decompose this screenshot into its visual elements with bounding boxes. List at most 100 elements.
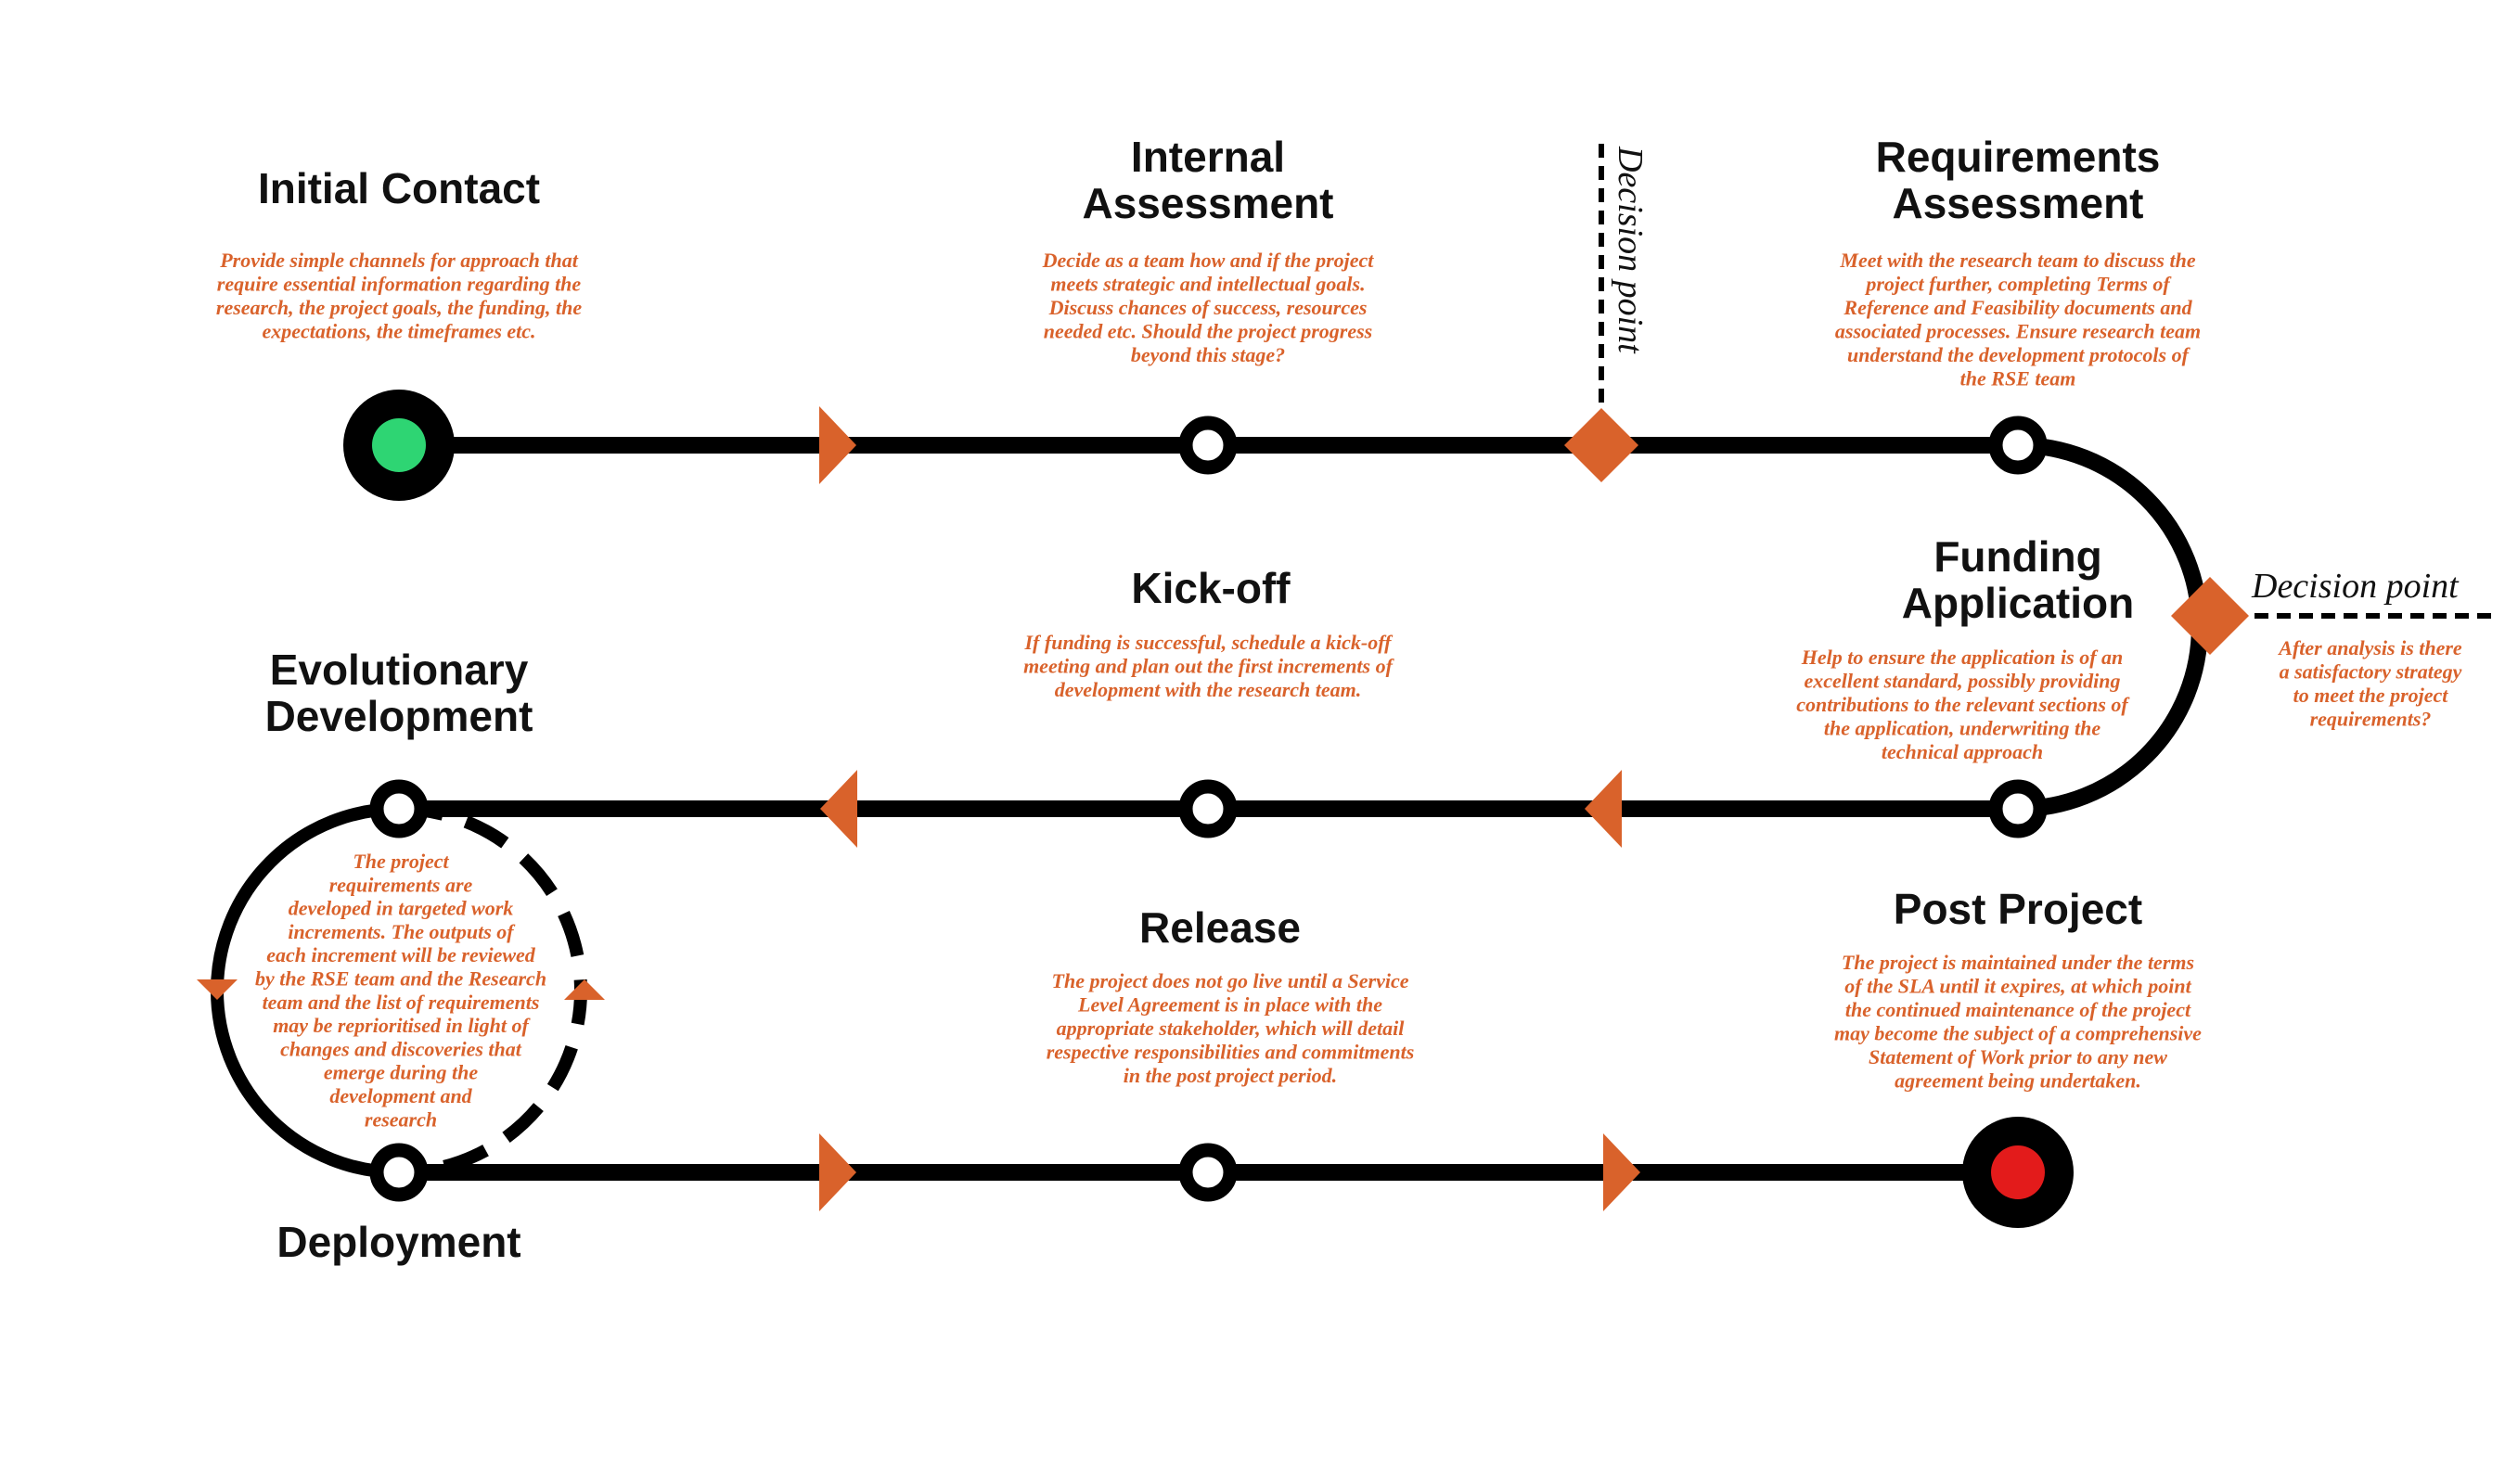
station-release	[1178, 1143, 1238, 1202]
title-initial-contact: Initial Contact	[258, 164, 540, 212]
description-internal-assessment-line: Decide as a team how and if the project	[1042, 249, 1375, 272]
decision-right-label: Decision point	[2251, 567, 2460, 606]
description-evolutionary-development-line: changes and discoveries that	[280, 1037, 522, 1060]
title-funding-application-line: Funding	[1933, 532, 2101, 581]
description-release-line: in the post project period.	[1124, 1064, 1337, 1087]
title-deployment: Deployment	[276, 1218, 520, 1266]
arrow-right-icon	[819, 406, 856, 484]
station-kick-off	[1178, 779, 1238, 838]
description-evolutionary-development-line: emerge during the	[324, 1061, 478, 1084]
arrow-down-icon	[197, 979, 238, 1000]
title-funding-application-line: Application	[1902, 579, 2134, 627]
description-requirements-assessment-line: Meet with the research team to discuss t…	[1839, 249, 2195, 272]
stations	[343, 390, 2074, 1228]
description-requirements-assessment-line: project further, completing Terms of	[1864, 273, 2172, 296]
start-dot	[372, 418, 426, 472]
description-evolutionary-development-line: each increment will be reviewed	[266, 943, 536, 966]
title-evolutionary-development-line: Evolutionary	[270, 646, 529, 694]
description-evolutionary-development-line: The project	[353, 850, 449, 873]
description-release-line: Level Agreement is in place with the	[1077, 993, 1382, 1017]
description-evolutionary-development-line: increments. The outputs of	[288, 920, 516, 943]
title-requirements-assessment-line: Assessment	[1892, 179, 2143, 227]
description-evolutionary-development-line: may be reprioritised in light of	[273, 1014, 531, 1037]
title-requirements-assessment: Requirements Assessment	[1876, 133, 2161, 227]
title-deployment-line: Deployment	[276, 1218, 520, 1266]
description-release: The project does not go live until a Ser…	[1047, 969, 1415, 1087]
description-post-project: The project is maintained under the term…	[1834, 951, 2202, 1093]
description-post-project-line: agreement being undertaken.	[1895, 1069, 2141, 1093]
description-initial-contact-line: research, the project goals, the funding…	[216, 296, 582, 319]
description-evolutionary-development-line: development and	[329, 1084, 472, 1107]
track-right-curve	[2017, 437, 2208, 817]
decision-diamond-icon	[2171, 577, 2249, 655]
decision-top-label: Decision point	[1611, 146, 1650, 354]
title-internal-assessment-line: Assessment	[1082, 179, 1333, 227]
arrow-left-icon	[1585, 770, 1622, 848]
arrow-right-icon	[1603, 1133, 1640, 1211]
description-evolutionary-development-line: research	[365, 1107, 437, 1131]
decision-right-description-line: After analysis is there	[2277, 636, 2462, 659]
arrow-up-icon	[564, 979, 605, 1000]
description-release-line: appropriate stakeholder, which will deta…	[1057, 1017, 1406, 1040]
description-evolutionary-development-line: by the RSE team and the Research	[255, 967, 546, 991]
station-internal-assessment	[1178, 416, 1238, 475]
description-evolutionary-development-line: developed in targeted work	[289, 897, 514, 920]
description-internal-assessment-line: beyond this stage?	[1131, 343, 1285, 366]
station-deployment	[369, 1143, 429, 1202]
description-funding-application: Help to ensure the application is of an e…	[1796, 646, 2130, 763]
description-initial-contact-line: Provide simple channels for approach tha…	[219, 249, 579, 272]
description-kick-off-line: development with the research team.	[1055, 678, 1362, 701]
description-internal-assessment: Decide as a team how and if the project m…	[1042, 249, 1375, 366]
labels: Initial Contact Provide simple channels f…	[216, 133, 2462, 1266]
title-requirements-assessment-line: Requirements	[1876, 133, 2161, 181]
description-post-project-line: the continued maintenance of the project	[1845, 998, 2191, 1021]
title-kick-off-line: Kick-off	[1131, 564, 1291, 612]
description-evolutionary-development: The project requirements are developed in …	[255, 850, 546, 1131]
description-release-line: The project does not go live until a Ser…	[1052, 969, 1409, 992]
arrow-left-icon	[820, 770, 857, 848]
title-funding-application: Funding Application	[1902, 532, 2134, 627]
decision-right-description: After analysis is there a satisfactory st…	[2277, 636, 2462, 731]
description-kick-off-line: meeting and plan out the first increment…	[1023, 655, 1395, 678]
description-post-project-line: of the SLA until it expires, at which po…	[1844, 975, 2191, 998]
title-evolutionary-development-line: Development	[265, 692, 533, 740]
decision-right-description-line: to meet the project	[2293, 684, 2449, 707]
description-funding-application-line: Help to ensure the application is of an	[1801, 646, 2124, 669]
decision-right-description-line: a satisfactory strategy	[2280, 660, 2462, 684]
end-dot	[1991, 1145, 2045, 1199]
station-requirements-assessment	[1988, 416, 2048, 475]
description-initial-contact: Provide simple channels for approach tha…	[216, 249, 582, 343]
description-release-line: respective responsibilities and commitme…	[1047, 1041, 1415, 1064]
description-funding-application-line: excellent standard, possibly providing	[1805, 670, 2121, 693]
title-initial-contact-line: Initial Contact	[258, 164, 540, 212]
description-funding-application-line: contributions to the relevant sections o…	[1796, 693, 2130, 716]
title-kick-off: Kick-off	[1131, 564, 1291, 612]
description-post-project-line: may become the subject of a comprehensiv…	[1834, 1022, 2202, 1045]
title-release: Release	[1139, 903, 1301, 952]
title-release-line: Release	[1139, 903, 1301, 952]
station-funding-application	[1988, 779, 2048, 838]
description-kick-off: If funding is successful, schedule a kic…	[1023, 631, 1395, 701]
description-post-project-line: The project is maintained under the term…	[1842, 951, 2194, 974]
decision-diamond-icon	[1564, 408, 1638, 482]
station-evolutionary-development	[369, 779, 429, 838]
description-requirements-assessment-line: the RSE team	[1960, 367, 2076, 390]
description-evolutionary-development-line: team and the list of requirements	[263, 991, 540, 1014]
description-internal-assessment-line: needed etc. Should the project progress	[1044, 320, 1372, 343]
description-funding-application-line: the application, underwriting the	[1824, 717, 2101, 740]
description-initial-contact-line: expectations, the timeframes etc.	[262, 320, 535, 343]
description-requirements-assessment-line: understand the development protocols of	[1847, 343, 2191, 366]
description-internal-assessment-line: meets strategic and intellectual goals.	[1050, 273, 1365, 296]
description-evolutionary-development-line: requirements are	[329, 873, 473, 896]
arrow-right-icon	[819, 1133, 856, 1211]
description-funding-application-line: technical approach	[1882, 740, 2043, 763]
description-initial-contact-line: require essential information regarding …	[217, 273, 582, 296]
direction-arrows	[197, 406, 1640, 1211]
description-internal-assessment-line: Discuss chances of success, resources	[1048, 296, 1368, 319]
description-requirements-assessment-line: Reference and Feasibility documents and	[1843, 296, 2192, 319]
description-kick-off-line: If funding is successful, schedule a kic…	[1024, 631, 1394, 654]
description-post-project-line: Statement of Work prior to any new	[1869, 1045, 2167, 1068]
title-post-project: Post Project	[1894, 885, 2142, 933]
